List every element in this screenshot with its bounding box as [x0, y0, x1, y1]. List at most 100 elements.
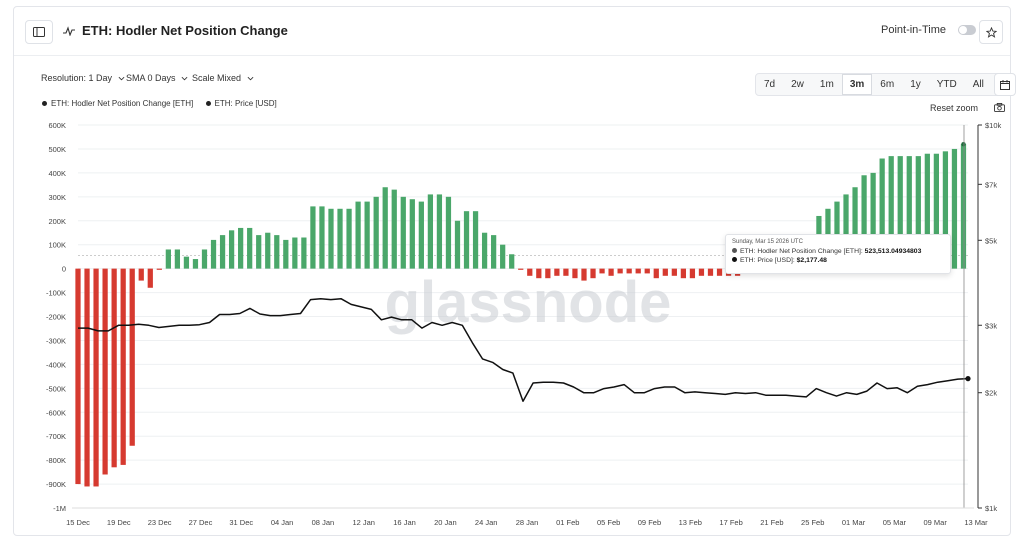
bar	[852, 187, 858, 269]
bar	[509, 254, 515, 269]
x-tick-label: 15 Dec	[66, 518, 90, 527]
x-tick-label: 13 Feb	[679, 518, 702, 527]
timeframe-3m[interactable]: 3m	[841, 74, 873, 95]
bar	[355, 201, 361, 269]
legend-item-price[interactable]: ETH: Price [USD]	[205, 99, 277, 108]
timeframe-1m[interactable]: 1m	[819, 79, 834, 90]
x-tick-label: 09 Mar	[924, 518, 948, 527]
bar	[93, 268, 99, 487]
bar	[861, 175, 867, 269]
y-tick-label: 300K	[48, 193, 66, 202]
timeframe-2w[interactable]: 2w	[791, 79, 804, 90]
bar	[382, 187, 388, 269]
bar	[84, 268, 90, 487]
y-tick-label: -800K	[46, 456, 66, 465]
bar	[491, 235, 497, 269]
bar	[373, 196, 379, 269]
bar	[247, 227, 253, 269]
bar	[545, 268, 551, 279]
timeframe-7d[interactable]: 7d	[764, 79, 776, 90]
timeframe-ytd[interactable]: YTD	[936, 79, 957, 90]
bar	[626, 268, 632, 274]
resolution-dropdown[interactable]: Resolution: 1 Day	[41, 73, 125, 83]
point-in-time-toggle[interactable]	[958, 25, 976, 35]
bar	[563, 268, 569, 276]
tooltip-dot	[732, 248, 737, 253]
bar	[256, 235, 262, 269]
bar	[644, 268, 650, 274]
timeframe-all[interactable]: All	[972, 79, 984, 90]
chevron-down-icon	[181, 77, 188, 81]
price-point	[965, 376, 971, 382]
calendar-button[interactable]	[994, 73, 1016, 96]
bar	[689, 268, 696, 279]
x-tick-label: 25 Feb	[801, 518, 824, 527]
x-tick-label: 01 Mar	[842, 518, 866, 527]
bar	[662, 268, 668, 276]
bar	[409, 199, 415, 269]
bar	[75, 268, 81, 485]
bar	[156, 268, 162, 270]
y-tick-label: -500K	[46, 384, 66, 393]
timeframe-selector: 7d 2w 1m 3m 6m 1y YTD All	[755, 73, 1014, 96]
y-tick-label: -1M	[53, 504, 66, 513]
watermark: glassnode	[385, 270, 672, 335]
y-tick-label: -700K	[46, 432, 66, 441]
x-tick-label: 01 Feb	[556, 518, 579, 527]
bar	[283, 239, 289, 269]
camera-icon[interactable]	[994, 103, 1005, 112]
y-tick-label: -100K	[46, 289, 66, 298]
x-tick-label: 24 Jan	[475, 518, 498, 527]
scale-dropdown[interactable]: Scale Mixed	[192, 73, 254, 83]
y-tick-label: 0	[62, 265, 66, 274]
bar	[463, 211, 470, 269]
legend-item-position-change[interactable]: ETH: Hodler Net Position Change [ETH]	[42, 99, 193, 108]
y-tick-label: 600K	[48, 121, 66, 130]
x-tick-label: 12 Jan	[352, 518, 375, 527]
point-in-time-label: Point-in-Time	[881, 24, 946, 36]
x-tick-label: 21 Feb	[760, 518, 783, 527]
bar	[924, 153, 930, 269]
bar	[680, 268, 687, 279]
calendar-icon	[1000, 79, 1010, 90]
bar	[265, 232, 271, 269]
sma-dropdown[interactable]: SMA 0 Days	[126, 73, 188, 83]
bar	[472, 211, 479, 269]
chart-header: ETH: Hodler Net Position Change Point-in…	[14, 7, 1010, 56]
y-tick-label: -400K	[46, 360, 66, 369]
reset-zoom-button[interactable]: Reset zoom	[930, 103, 979, 113]
bar	[147, 268, 153, 288]
bar	[292, 237, 298, 269]
timeframe-1y[interactable]: 1y	[910, 79, 921, 90]
bar	[165, 249, 171, 269]
bar	[960, 144, 967, 269]
bar	[635, 268, 641, 274]
bar	[888, 156, 894, 269]
bar	[653, 268, 659, 279]
bar	[192, 259, 199, 269]
bar	[174, 249, 181, 269]
bar	[102, 268, 108, 475]
sidebar-toggle-button[interactable]	[25, 20, 53, 44]
sidebar-icon	[33, 27, 45, 37]
bar	[400, 196, 406, 269]
bar	[346, 208, 352, 269]
bar	[274, 235, 280, 269]
x-tick-label: 05 Feb	[597, 518, 620, 527]
bar	[319, 206, 325, 269]
x-tick-label: 31 Dec	[229, 518, 253, 527]
x-tick-label: 09 Feb	[638, 518, 661, 527]
bar	[707, 268, 714, 276]
bar	[310, 206, 316, 269]
right-tick-label: $5k	[985, 236, 997, 245]
favorite-button[interactable]	[979, 20, 1003, 44]
timeframe-6m[interactable]: 6m	[880, 79, 895, 90]
y-tick-label: -600K	[46, 408, 66, 417]
x-tick-label: 04 Jan	[271, 518, 294, 527]
chevron-down-icon	[118, 77, 124, 81]
y-tick-label: -300K	[46, 336, 66, 345]
bar	[454, 220, 461, 269]
page-title: ETH: Hodler Net Position Change	[82, 23, 288, 38]
bar	[436, 194, 443, 269]
